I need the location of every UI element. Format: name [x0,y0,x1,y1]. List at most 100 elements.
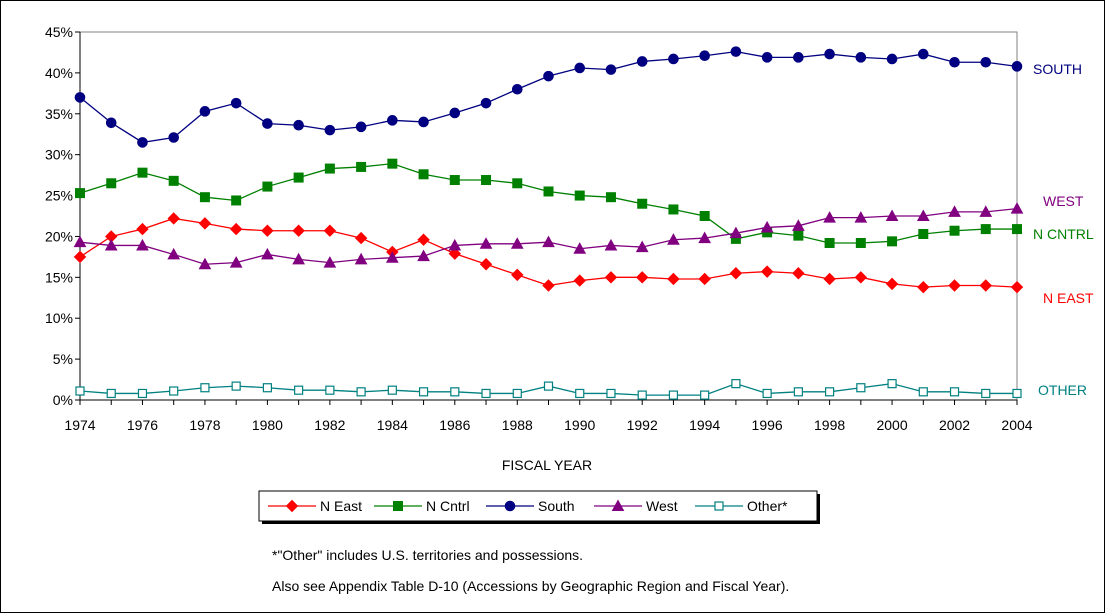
data-point-west [667,233,680,245]
series-line-south [79,50,1018,144]
data-point-other [731,379,741,389]
data-point-n-cntrl [949,225,960,236]
data-point-n-east [354,231,368,245]
data-point-west [854,211,868,223]
data-point-n-cntrl [387,158,398,169]
data-point-n-cntrl [106,178,117,189]
x-tick-label: 1992 [627,417,658,433]
data-point-west [354,252,368,265]
data-point-west [635,240,649,253]
x-tick-label: 1974 [64,417,95,433]
data-point-n-east [854,271,868,284]
data-point-other [949,387,960,397]
x-tick-label: 2002 [939,417,970,433]
data-point-n-cntrl [887,236,898,247]
data-point-n-east [698,272,711,286]
data-point-west [198,257,212,270]
series-layer [73,46,1024,400]
x-tick-label: 1982 [314,417,345,433]
data-point-n-east [823,272,836,286]
x-tick-label: 1986 [439,417,470,433]
data-point-n-cntrl [449,175,460,186]
data-point-other [606,388,616,399]
legend-label-n-east: N East [320,498,362,514]
data-point-n-cntrl [980,224,991,235]
data-point-south [293,119,304,131]
data-point-n-cntrl [1012,224,1022,235]
x-tick-label: 2000 [876,417,907,433]
end-label-other: OTHER [1038,382,1087,398]
data-point-south [574,62,586,74]
end-label-n-cntrl: N CNTRL [1033,226,1094,242]
x-axis-title: FISCAL YEAR [502,457,592,473]
data-point-west [729,226,743,239]
data-point-south [480,97,492,109]
data-point-other [356,387,366,397]
plot-border [79,31,1018,401]
data-point-n-east [448,247,462,260]
data-point-west [604,238,618,251]
data-point-other [887,379,897,389]
data-point-other [137,388,148,399]
series-south [74,46,1023,148]
data-point-other [1012,388,1022,399]
data-point-n-east [167,212,180,225]
data-point-other [793,387,803,397]
data-point-n-east [917,280,930,294]
data-point-west [448,238,462,251]
x-tick-label: 1976 [127,417,158,433]
y-tick-label: 10% [45,310,73,326]
data-point-n-cntrl [668,204,679,215]
data-point-n-cntrl [356,161,367,172]
data-point-n-east [604,271,618,284]
data-point-south [886,53,898,65]
data-point-other [668,390,679,400]
data-point-n-cntrl [199,192,210,203]
data-point-n-east [198,217,212,230]
data-point-other [575,388,585,399]
data-point-other [981,388,991,399]
data-point-south [387,115,398,126]
x-tick-label: 2004 [1001,417,1032,433]
data-point-other [481,388,491,399]
data-point-other [387,385,397,395]
data-point-n-cntrl [418,169,429,180]
data-point-n-east [323,224,337,237]
data-point-n-east [229,222,243,236]
series-end-labels: N EAST N CNTRL SOUTH WEST OTHER [1033,61,1094,398]
legend-marker-other [714,501,724,511]
data-point-n-cntrl [231,195,242,206]
data-point-south [730,46,742,57]
y-tick-label: 5% [53,351,73,367]
data-point-other [200,383,210,393]
data-point-n-east [73,250,87,264]
data-point-south [511,83,523,95]
x-tick-label: 1980 [252,417,283,433]
series-line-n-cntrl [79,163,1017,244]
data-point-west [167,247,181,260]
data-point-west [1010,202,1024,214]
legend-label-south: South [538,498,575,514]
data-point-n-east [760,265,774,278]
footnote-appendix: Also see Appendix Table D-10 (Accessions… [272,578,789,594]
data-point-n-cntrl [324,163,335,174]
x-axis: 1974 1976 1978 1980 1982 1984 1986 1988 1990 1992… [64,399,1033,433]
data-point-n-east [417,233,430,246]
data-point-west [292,252,305,265]
data-point-south [199,106,211,117]
data-point-south [699,50,710,62]
data-point-west [542,235,555,248]
data-point-west [323,256,337,268]
end-label-south: SOUTH [1033,61,1082,77]
data-point-n-east [667,272,680,286]
data-point-n-east [479,258,493,271]
series-other [75,379,1022,400]
data-point-n-east [979,279,992,292]
y-axis: 0% 5% 10% 15% 20% 25% 30% 35% 40% 45% [45,24,81,408]
data-point-south [761,52,773,63]
legend-marker-n-cntrl [393,501,403,511]
data-point-other [169,386,179,396]
data-point-n-cntrl [855,237,866,248]
data-point-other [325,385,335,395]
